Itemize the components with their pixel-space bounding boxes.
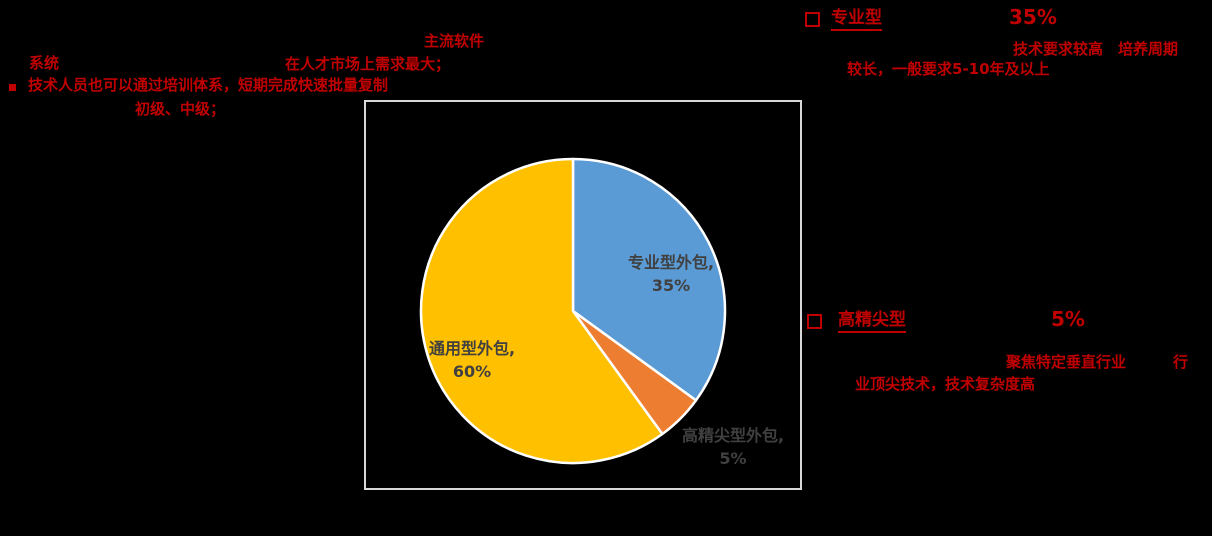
pie-label-general-name: 通用型外包, [428,339,516,358]
pie-label-highend-name: 高精尖型外包, [681,426,785,445]
pie-label-highend-percent: 5% [719,449,747,468]
highend-value: 5% [1051,307,1085,331]
annotation-topleft-line2: 技术人员也可以通过培训体系，短期完成快速批量复制 [28,76,389,94]
professional-value: 35% [1009,5,1057,29]
professional-desc-line1: 技术要求较高 培养周期 [1013,40,1179,58]
highend-desc-line1a: 聚焦特定垂直行业 [1006,353,1127,371]
professional-desc-line2: 较长，一般要求5-10年及以上 [847,60,1050,78]
pie-label-professional-percent: 35% [651,276,691,295]
highend-title: 高精尖型 [838,310,906,333]
highend-desc-line1b: 行 [1172,353,1188,371]
pie-chart-plot-area [364,100,802,490]
professional-title: 专业型 [831,8,882,31]
highend-desc-line1: 聚焦特定垂直行业 行 [1006,353,1188,372]
annotation-topleft-line1: 系统 [29,54,60,72]
annotation-topcenter-line2: 在人才市场上需求最大； [285,55,451,73]
pie-label-professional: 专业型外包, 35% [581,251,761,297]
pie-label-general: 通用型外包, 60% [382,337,562,383]
pie-label-general-percent: 60% [452,362,492,381]
pie-slice-专业型外包 [571,157,727,402]
hollow-square-bullet-icon [805,12,820,27]
pie-slice-通用型外包 [419,157,664,465]
bullet-icon [9,84,16,91]
pie-chart [419,157,727,465]
annotation-topcenter-line1: 主流软件 [424,32,485,50]
pie-label-professional-name: 专业型外包, [627,253,715,272]
hollow-square-bullet-icon [807,314,822,329]
pie-label-highend: 高精尖型外包, 5% [643,424,823,470]
annotation-topleft-line3: 初级、中级； [135,100,226,118]
highend-desc-line2: 业顶尖技术，技术复杂度高 [855,375,1036,393]
